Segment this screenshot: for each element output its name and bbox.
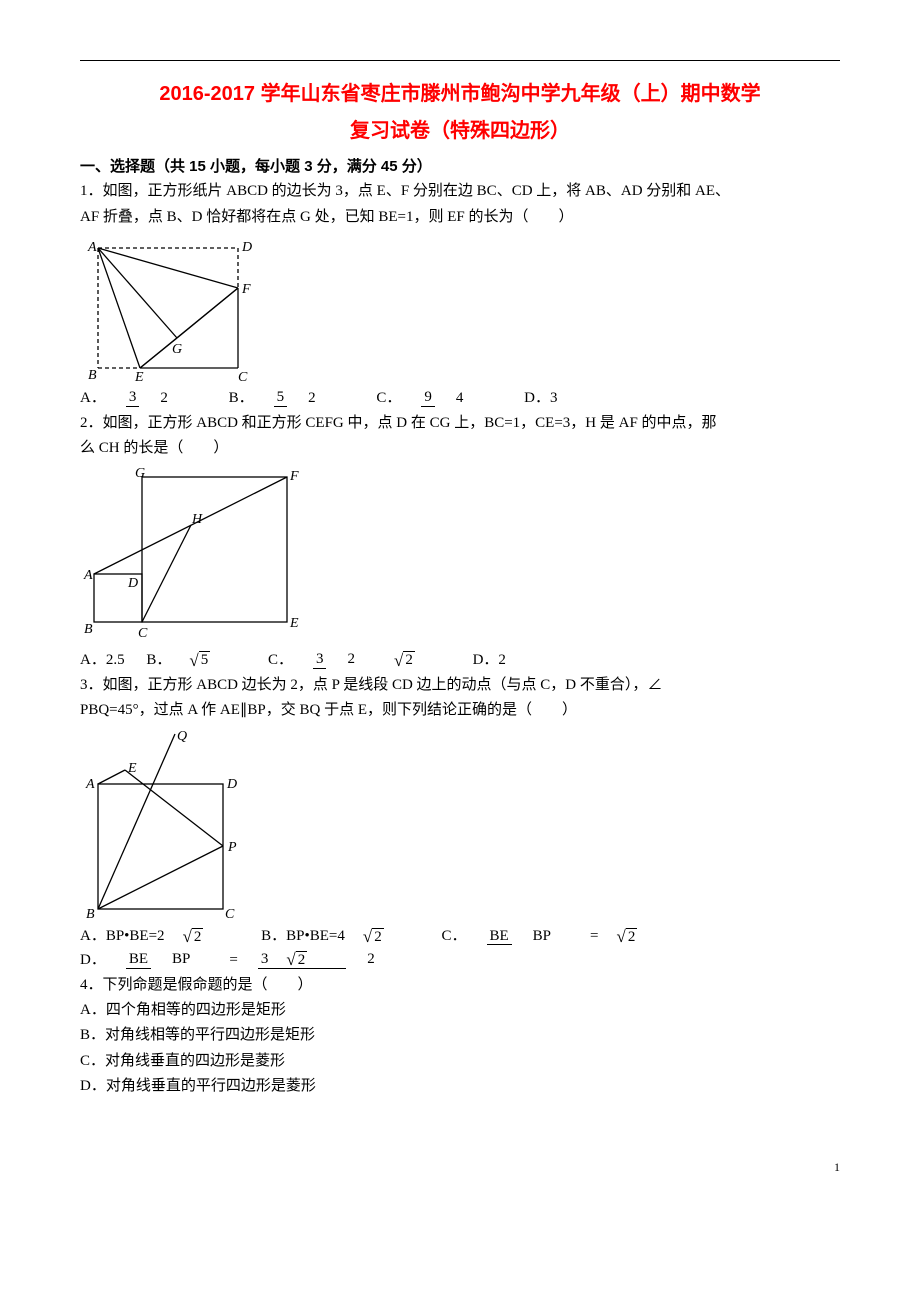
q3-opt-A: A．BP•BE=22: [80, 925, 239, 948]
page-number: 1: [0, 1140, 920, 1185]
q3-figure: Q E A D P B C: [80, 726, 840, 921]
exam-title-line1: 2016-2017 学年山东省枣庄市滕州市鲍沟中学九年级（上）期中数学: [80, 79, 840, 110]
q1-label-A: A: [87, 240, 97, 255]
q1-label-C: C: [238, 370, 248, 383]
q3-label-D: D: [226, 777, 237, 792]
q3-options: A．BP•BE=22 B．BP•BE=42 C．BEBP =2 D．BEBP =…: [80, 925, 840, 972]
q1-label-B: B: [88, 368, 97, 383]
q1-stem-line2: AF 折叠，点 B、D 恰好都将在点 G 处，已知 BE=1，则 EF 的长为（…: [80, 206, 840, 229]
q1-label-E: E: [134, 370, 144, 383]
q3-label-C: C: [225, 907, 235, 921]
q2-figure: G F H A D B C E: [80, 465, 840, 645]
q2-stem-line1: 2．如图，正方形 ABCD 和正方形 CEFG 中，点 D 在 CG 上，BC=…: [80, 412, 840, 435]
q1-label-G: G: [172, 342, 182, 357]
exam-title-line2: 复习试卷（特殊四边形）: [80, 116, 840, 147]
section-heading: 一、选择题（共 15 小题，每小题 3 分，满分 45 分）: [80, 155, 840, 178]
q3-label-A: A: [85, 777, 95, 792]
q3-opt-B: B．BP•BE=42: [261, 925, 420, 948]
q3-stem-line2: PBQ=45°，过点 A 作 AE∥BP，交 BQ 于点 E，则下列结论正确的是…: [80, 699, 840, 722]
q1-stem-line1: 1．如图，正方形纸片 ABCD 的边长为 3，点 E、F 分别在边 BC、CD …: [80, 180, 840, 203]
q3-label-B: B: [86, 907, 95, 921]
q4-opt-A: A．四个角相等的四边形是矩形: [80, 999, 840, 1022]
q2-opt-D: D．2: [473, 649, 506, 672]
q1-options: A．32 B．52 C．94 D．3: [80, 387, 840, 410]
q4-stem: 4．下列命题是假命题的是（ ）: [80, 974, 840, 997]
q3-opt-D: D．BEBP =322: [80, 949, 414, 972]
q1-opt-C: C．94: [376, 387, 502, 410]
q4-opt-D: D．对角线垂直的平行四边形是菱形: [80, 1075, 840, 1098]
q2-stem-line2: 么 CH 的长是（ ）: [80, 437, 840, 460]
q1-label-D: D: [241, 240, 252, 255]
q2-label-G: G: [135, 466, 145, 481]
q3-label-E: E: [127, 761, 137, 776]
q2-label-F: F: [289, 469, 299, 484]
q4-opt-B: B．对角线相等的平行四边形是矩形: [80, 1024, 840, 1047]
q1-opt-B: B．52: [229, 387, 355, 410]
q2-label-D: D: [127, 576, 138, 591]
q3-label-P: P: [227, 840, 237, 855]
q1-figure: A D F G B E C: [80, 233, 840, 383]
q3-stem-line1: 3．如图，正方形 ABCD 边长为 2，点 P 是线段 CD 边上的动点（与点 …: [80, 674, 840, 697]
q1-label-F: F: [241, 282, 251, 297]
q2-options: A．2.5 B．5 C．322 D．2: [80, 649, 840, 672]
q2-opt-A: A．2.5: [80, 649, 125, 672]
q2-label-B: B: [84, 622, 93, 637]
q1-opt-A: A．32: [80, 387, 207, 410]
q2-label-H: H: [191, 512, 203, 527]
q2-label-E: E: [289, 616, 299, 631]
q2-label-C: C: [138, 626, 148, 641]
top-rule: [80, 60, 840, 61]
q3-label-Q: Q: [177, 729, 187, 744]
q4-opt-C: C．对角线垂直的四边形是菱形: [80, 1050, 840, 1073]
q3-opt-C: C．BEBP =2: [441, 925, 673, 948]
q2-opt-C: C．322: [268, 649, 451, 672]
q2-opt-B: B．5: [146, 649, 246, 672]
q1-opt-D: D．3: [524, 387, 557, 410]
exam-page: 2016-2017 学年山东省枣庄市滕州市鲍沟中学九年级（上）期中数学 复习试卷…: [0, 0, 920, 1140]
q2-label-A: A: [83, 568, 93, 583]
